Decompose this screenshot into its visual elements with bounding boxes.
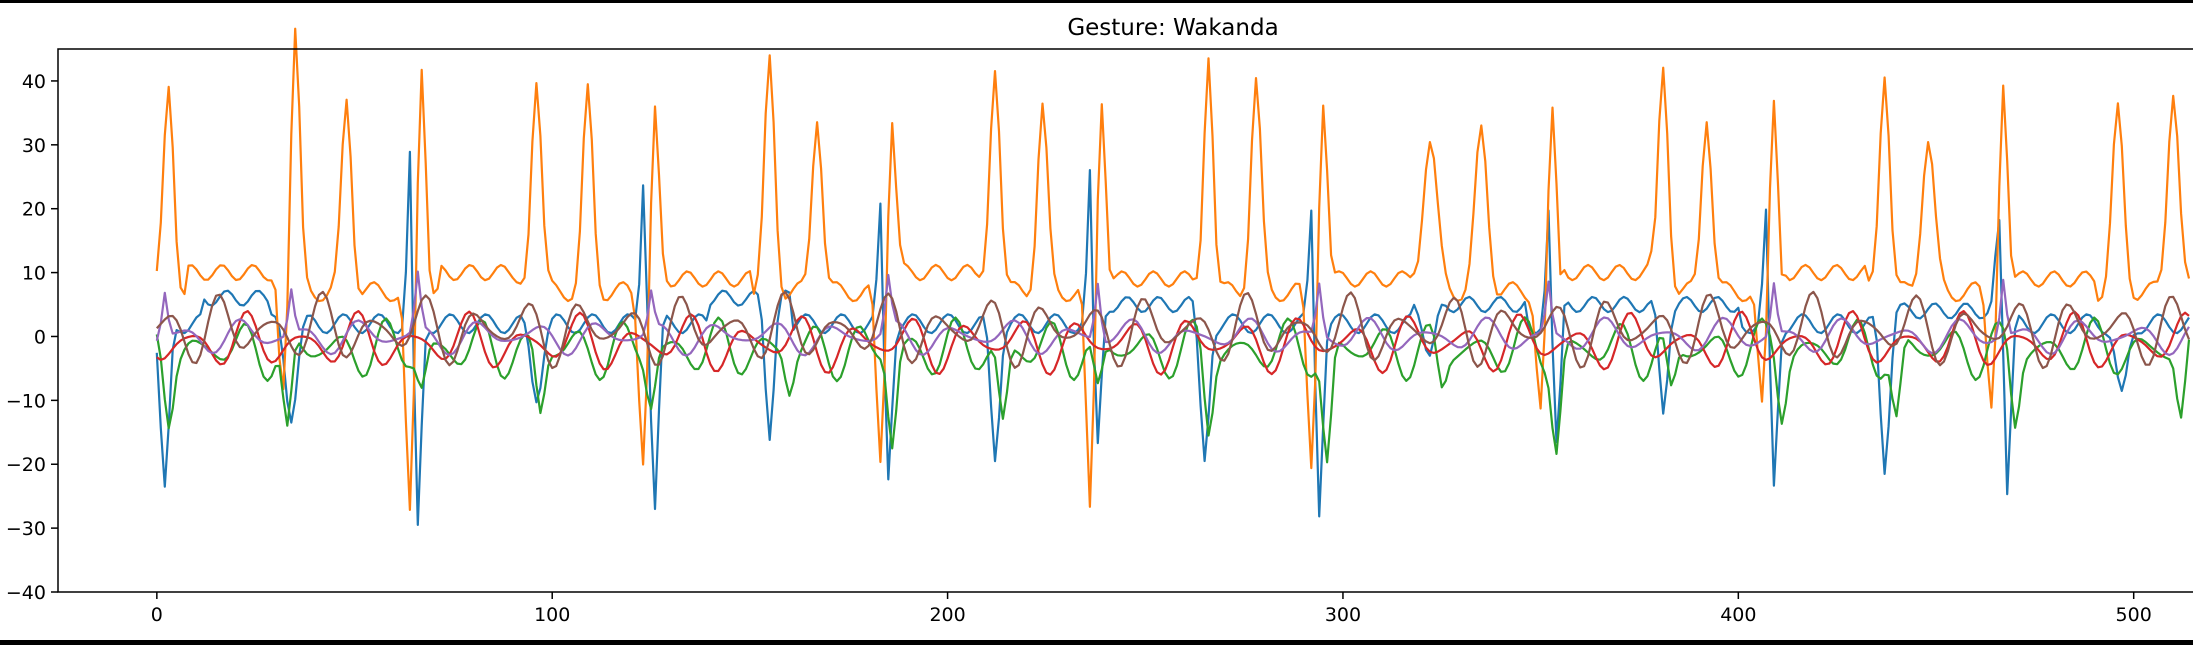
y-tick-label: 0	[34, 326, 46, 348]
x-tick-label: 300	[1325, 604, 1361, 626]
window-top-border	[0, 0, 2193, 3]
y-tick-label: 30	[22, 135, 46, 157]
x-tick-label: 100	[534, 604, 570, 626]
chart-title: Gesture: Wakanda	[1067, 15, 1278, 41]
series-line-2	[155, 27, 2191, 511]
window-bottom-border	[0, 640, 2193, 645]
y-tick-label: −20	[6, 454, 46, 476]
series-layer	[155, 27, 2191, 527]
y-tick-label: −30	[6, 518, 46, 540]
x-tick-label: 0	[151, 604, 163, 626]
x-tick-label: 500	[2116, 604, 2152, 626]
x-tick-label: 200	[929, 604, 965, 626]
x-tick-label: 400	[1720, 604, 1756, 626]
series-line-6	[155, 290, 2191, 370]
y-tick-label: 10	[22, 263, 46, 285]
axes-layer: 0 100 200 300 400 500 −40 −30 −20 −10 0 10 20 30 40	[6, 48, 2193, 626]
y-tick-label: −40	[6, 582, 46, 604]
y-tick-label: 20	[22, 199, 46, 221]
y-tick-label: −10	[6, 390, 46, 412]
plot-frame	[57, 48, 2193, 593]
series-line-1	[155, 150, 2190, 527]
y-tick-label: 40	[22, 71, 46, 93]
series-line-4	[156, 310, 2190, 376]
